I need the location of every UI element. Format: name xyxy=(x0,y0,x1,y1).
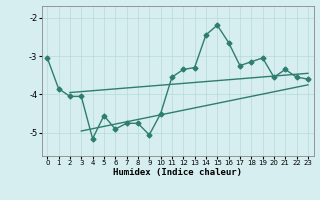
X-axis label: Humidex (Indice chaleur): Humidex (Indice chaleur) xyxy=(113,168,242,177)
